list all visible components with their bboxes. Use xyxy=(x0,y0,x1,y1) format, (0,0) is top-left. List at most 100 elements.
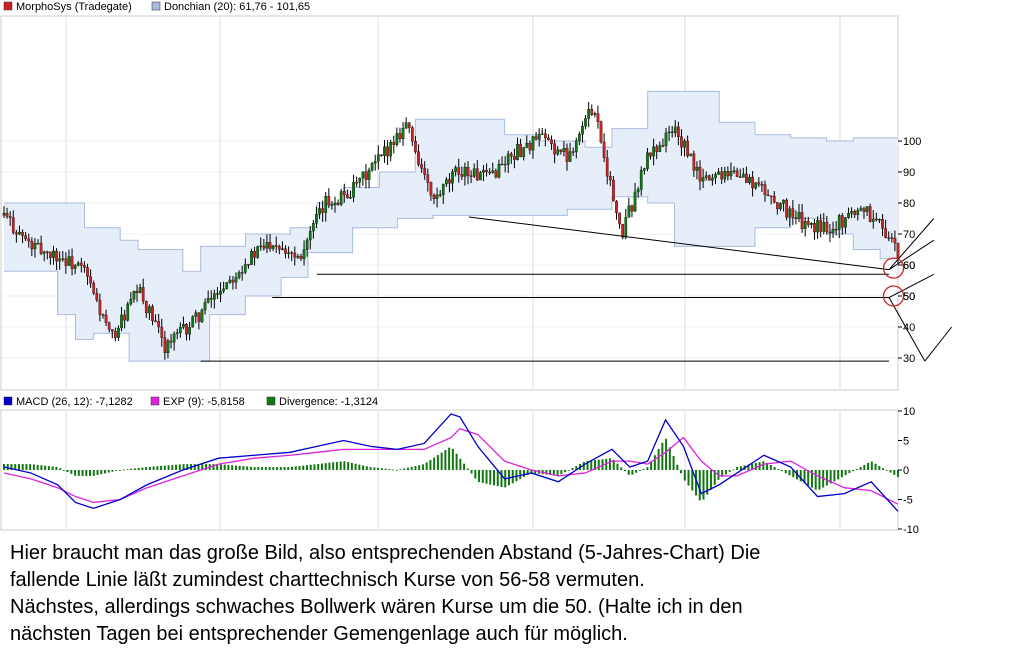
candle-body xyxy=(599,121,603,143)
divergence-bar xyxy=(418,465,421,470)
candle-body xyxy=(457,167,461,175)
divergence-bar xyxy=(156,466,159,470)
candle-body xyxy=(482,169,485,173)
candle-body xyxy=(627,205,631,218)
divergence-bar xyxy=(825,470,828,486)
divergence-bar xyxy=(55,466,58,470)
divergence-bar xyxy=(878,465,881,470)
candle-body xyxy=(305,239,309,250)
candle-body xyxy=(346,194,349,199)
candle-body xyxy=(871,218,875,222)
candle-body xyxy=(633,191,637,212)
price-tick-label: 70 xyxy=(903,229,915,241)
annotation-label: 50 xyxy=(903,291,915,303)
candle-body xyxy=(445,179,448,185)
candle-body xyxy=(49,251,52,258)
candle-body xyxy=(274,245,278,247)
candle-body xyxy=(160,326,164,338)
legend-swatch-divergence xyxy=(266,396,276,406)
candle-body xyxy=(333,202,337,205)
divergence-bar xyxy=(683,470,686,481)
divergence-bar xyxy=(635,470,638,473)
macd-line xyxy=(3,413,899,512)
divergence-bar xyxy=(238,465,241,470)
candle-body xyxy=(503,163,507,166)
candle-body xyxy=(568,151,572,162)
candle-body xyxy=(191,316,195,328)
divergence-bar xyxy=(897,470,899,478)
divergence-bar xyxy=(89,470,92,476)
candle-body xyxy=(670,131,674,134)
divergence-bar xyxy=(792,470,795,478)
candle-body xyxy=(469,175,473,177)
divergence-bar xyxy=(485,470,488,484)
trend-line xyxy=(888,239,935,271)
candle-body xyxy=(853,211,857,215)
candle-body xyxy=(311,223,315,232)
candle-body xyxy=(701,177,705,182)
divergence-bar xyxy=(549,470,552,476)
candle-body xyxy=(494,170,498,178)
divergence-bar xyxy=(212,464,215,470)
candle-body xyxy=(797,212,801,219)
candle-body xyxy=(779,203,782,210)
candle-body xyxy=(738,176,742,178)
candle-body xyxy=(639,170,643,190)
candle-body xyxy=(491,170,495,173)
divergence-bar xyxy=(242,466,245,470)
divergence-bar xyxy=(369,467,372,470)
candle-body xyxy=(256,246,260,258)
candle-body xyxy=(172,333,176,343)
candle-body xyxy=(652,146,655,157)
candle-body xyxy=(73,265,77,269)
price-tick-label: 100 xyxy=(903,136,921,148)
candle-body xyxy=(862,208,866,212)
divergence-bar xyxy=(496,470,499,487)
candle-body xyxy=(392,141,396,145)
candle-body xyxy=(117,327,120,338)
divergence-bar xyxy=(769,464,772,470)
candle-body xyxy=(475,168,479,181)
divergence-bar xyxy=(17,464,20,470)
candle-body xyxy=(729,171,733,177)
candle-body xyxy=(200,309,204,322)
candle-body xyxy=(39,243,43,254)
candle-body xyxy=(748,176,751,183)
macd-tick-label: -10 xyxy=(903,524,919,536)
candle-body xyxy=(537,133,541,140)
divergence-bar xyxy=(739,466,742,470)
candle-body xyxy=(584,118,587,127)
divergence-bar xyxy=(590,460,593,470)
divergence-bar xyxy=(219,464,222,470)
candle-body xyxy=(683,140,686,148)
candle-body xyxy=(695,166,699,171)
divergence-bar xyxy=(799,470,802,482)
candle-body xyxy=(751,176,754,189)
candle-body xyxy=(352,181,355,198)
divergence-bar xyxy=(388,469,391,470)
candle-body xyxy=(277,245,281,250)
candle-body xyxy=(287,252,290,254)
chart-canvas: MorphoSys (Tradegate) Donchian (20): 61,… xyxy=(0,1,953,536)
candle-body xyxy=(479,172,482,181)
candle-body xyxy=(376,154,380,162)
candle-body xyxy=(83,265,86,268)
candle-body xyxy=(680,136,683,148)
divergence-bar xyxy=(283,467,286,470)
price-tick-label: 90 xyxy=(903,167,915,179)
candle-body xyxy=(794,217,798,219)
candle-body xyxy=(234,277,238,283)
candle-body xyxy=(370,163,374,171)
candle-body xyxy=(228,279,232,283)
divergence-bar xyxy=(373,467,376,470)
divergence-bar xyxy=(414,466,417,470)
divergence-bar xyxy=(223,464,226,470)
divergence-bar xyxy=(10,464,13,470)
divergence-bar xyxy=(107,470,110,473)
divergence-bar xyxy=(631,470,634,475)
divergence-bar xyxy=(773,467,776,470)
candle-body xyxy=(407,122,411,128)
candle-body xyxy=(776,202,779,210)
candle-body xyxy=(782,199,785,204)
divergence-bar xyxy=(466,468,469,470)
